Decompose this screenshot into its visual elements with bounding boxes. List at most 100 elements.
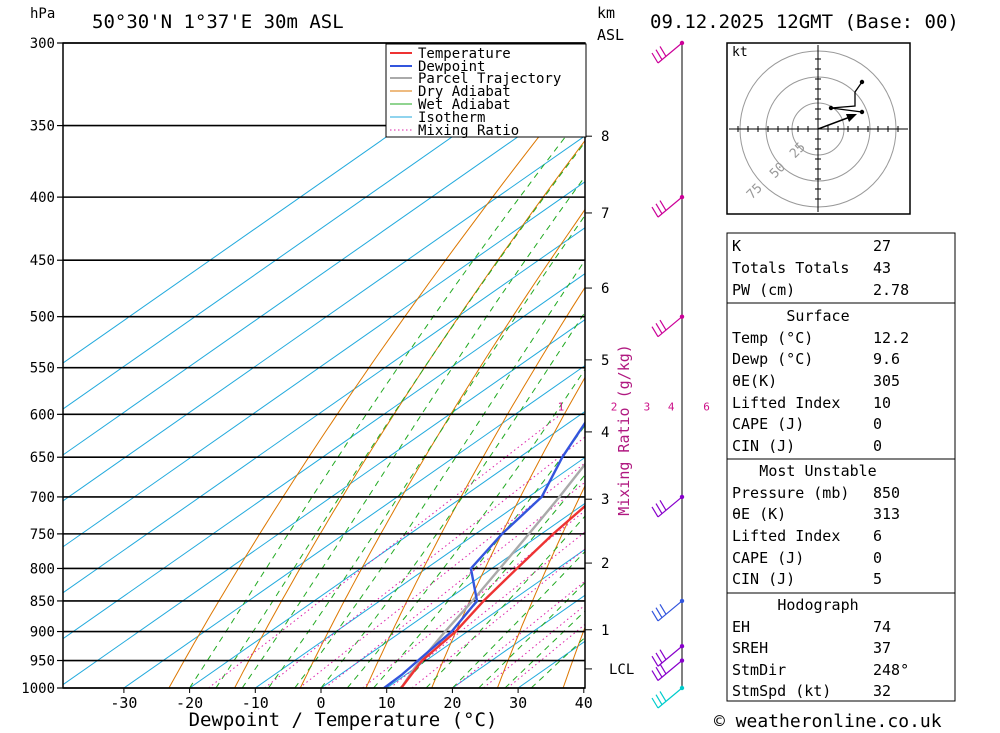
index-k-value: 27 (873, 237, 891, 255)
pressure-label: 350 (30, 119, 55, 135)
pressure-label: 950 (30, 654, 55, 670)
wet-adiabat-line (294, 259, 585, 688)
pressure-label: 400 (30, 190, 55, 206)
mu-cape-label: CAPE (J) (732, 549, 804, 567)
temperature-tick-label: 20 (443, 694, 461, 712)
index-pw-label: PW (cm) (732, 281, 795, 299)
storm-motion-arrow (817, 116, 851, 130)
mixing-ratio-line (299, 462, 585, 688)
legend-wet-adiabat: Wet Adiabat (418, 97, 511, 113)
hodograph-unit: kt (732, 45, 748, 60)
dry-adiabat-line (957, 43, 1000, 688)
height-km-label: 3 (601, 492, 609, 508)
wind-barb (651, 42, 683, 64)
pressure-label: 900 (30, 625, 55, 641)
index-k-label: K (732, 237, 741, 255)
surface-li-value: 10 (873, 394, 891, 412)
mixing-ratio-label: 3 (644, 400, 651, 413)
surface-dewp-label: Dewp (°C) (732, 350, 813, 368)
plot-frame (62, 42, 586, 689)
wet-adiabat-line (425, 515, 585, 688)
isotherm-line (63, 135, 585, 502)
isotherm-line (320, 502, 585, 688)
mu-pressure-label: Pressure (mb) (732, 484, 849, 502)
surface-temp-label: Temp (°C) (732, 329, 813, 347)
mixing-ratio-line (389, 531, 585, 688)
hodo-stmdir-value: 248° (873, 661, 909, 679)
wind-barb (651, 687, 683, 709)
isotherm-line (63, 89, 585, 456)
mixing-ratio-label: 1 (558, 400, 565, 413)
surface-title: Surface (786, 307, 849, 325)
wet-adiabat-line (452, 550, 585, 688)
pressure-label: 850 (30, 594, 55, 610)
surface-cape-value: 0 (873, 415, 882, 433)
asl-label: ASL (597, 26, 624, 44)
pressure-label: 600 (30, 407, 55, 423)
pressure-label: 1000 (21, 681, 55, 697)
surface-li-label: Lifted Index (732, 394, 840, 412)
pressure-axis-labels: 300 350 400 450 500 550 600 650 700 750 800 850 900 9… (21, 36, 55, 697)
temperature-tick-label: -20 (176, 694, 203, 712)
temperature-tick-label: 30 (509, 694, 527, 712)
index-tt-value: 43 (873, 259, 891, 277)
isobars (57, 42, 585, 689)
mixing-ratio-line (483, 604, 585, 688)
legend-mixing-ratio: Mixing Ratio (418, 123, 519, 139)
isotherm-line (63, 318, 585, 686)
temperature-tick-label: 0 (316, 694, 325, 712)
wet-adiabat-line (215, 141, 585, 688)
profiles (383, 43, 585, 688)
temperature-tick-label: 10 (378, 694, 396, 712)
wind-barb (651, 496, 683, 518)
lcl-label: LCL (609, 662, 634, 678)
mixing-ratio-label: 4 (668, 400, 675, 413)
wind-barb (651, 196, 683, 218)
surface-dewp-value: 9.6 (873, 350, 900, 368)
wind-barb (651, 660, 683, 681)
pressure-label: 450 (30, 253, 55, 269)
series-temperature (400, 504, 585, 688)
wet-adiabat-line (189, 110, 585, 688)
pressure-label: 300 (30, 36, 55, 52)
credit-text: © weatheronline.co.uk (714, 711, 942, 732)
mixing-ratio-axis-title: Mixing Ratio (g/kg) (615, 344, 633, 516)
mu-thetae-label: θE (K) (732, 505, 786, 523)
pressure-label: 500 (30, 310, 55, 326)
pressure-label: 550 (30, 361, 55, 377)
x-axis-title: Dewpoint / Temperature (°C) (189, 709, 498, 731)
surface-cape-label: CAPE (J) (732, 415, 804, 433)
wind-barb (651, 316, 683, 338)
height-km-labels: 8 7 6 5 4 3 2 1 LCL (585, 129, 634, 678)
mixing-ratio-line (362, 510, 585, 688)
pressure-label: 750 (30, 527, 55, 543)
isotherm-line (189, 410, 585, 688)
index-tt-label: Totals Totals (732, 259, 849, 277)
most-unstable-title: Most Unstable (759, 462, 876, 480)
mixing-ratio-label: 6 (703, 400, 710, 413)
temperature-tick-label: 40 (575, 694, 593, 712)
mixing-ratio-line (324, 481, 585, 688)
height-km-label: 1 (601, 623, 609, 639)
hodograph: kt 25 50 75 (726, 42, 911, 215)
hodo-eh-value: 74 (873, 618, 891, 636)
surface-cin-label: CIN (J) (732, 437, 795, 455)
km-label: km (597, 4, 615, 22)
location-title: 50°30'N 1°37'E 30m ASL (92, 11, 344, 33)
isotherm-line (63, 181, 585, 548)
surface-cin-value: 0 (873, 437, 882, 455)
temperature-tick-label: -10 (242, 694, 269, 712)
index-pw-value: 2.78 (873, 281, 909, 299)
pressure-label: 800 (30, 561, 55, 577)
mu-pressure-value: 850 (873, 484, 900, 502)
hodo-sreh-label: SREH (732, 639, 768, 657)
pressure-label: 650 (30, 450, 55, 466)
surface-thetae-label: θE(K) (732, 372, 777, 390)
height-km-label: 6 (601, 281, 609, 297)
legend-dry-adiabat: Dry Adiabat (418, 84, 511, 100)
wind-barb (651, 645, 683, 667)
legend-parcel: Parcel Trajectory (418, 71, 561, 87)
wind-profile (651, 40, 685, 709)
height-km-label: 2 (601, 556, 609, 572)
